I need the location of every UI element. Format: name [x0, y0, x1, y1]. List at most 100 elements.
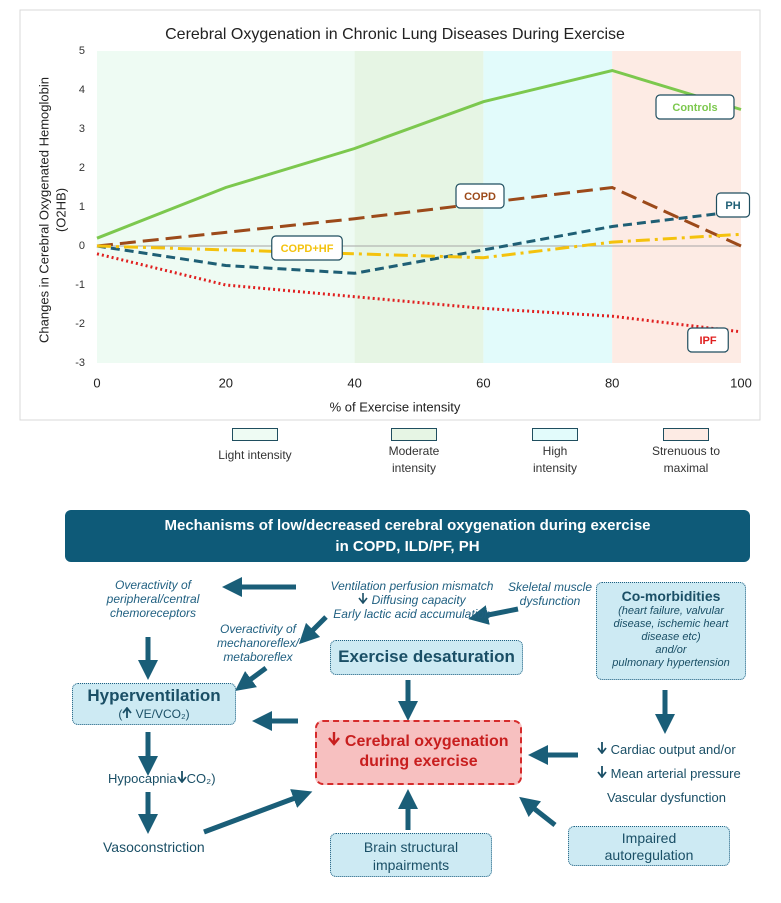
y-tick-label: 4 [79, 84, 85, 96]
text-line: Overactivity of [114, 578, 192, 592]
text-line: during exercise [359, 753, 478, 770]
band-label: High intensity [532, 444, 578, 475]
text-line: Overactivity of [219, 622, 297, 636]
hyperventilation: Hyperventilation ( VE/VCO₂) [72, 683, 236, 725]
y-axis-title: Changes in Cerebral Oxygenated Hemoglobi… [36, 77, 51, 343]
band-label: Strenuous to maximal [651, 444, 721, 475]
band-label: Moderate intensity [388, 444, 440, 475]
text-line: pulmonary hypertension [612, 657, 730, 669]
arrows [138, 577, 675, 835]
y-axis-title: (O2HB) [53, 188, 68, 232]
text-line: peripheral/central [106, 592, 200, 606]
text: Hypocapnia [108, 771, 177, 786]
node-title: Hyperventilation [87, 686, 221, 705]
text-line: impairments [372, 857, 450, 873]
autoregulation: Impaired autoregulation [568, 826, 730, 866]
down-icon [176, 771, 187, 784]
series-line [96, 68, 742, 240]
series-label-box [715, 192, 751, 218]
text: ( [118, 707, 123, 721]
text-line: mechanoreflex/ [216, 636, 300, 650]
y-tick-label: 1 [79, 201, 85, 213]
x-axis-title: % of Exercise intensity [330, 399, 461, 414]
series-line [96, 185, 742, 248]
chart-title: Cerebral Oxygenation in Chronic Lung Dis… [165, 26, 625, 43]
text-line: Skeletal muscle [507, 580, 593, 594]
series-label-box [655, 94, 735, 120]
text-line: (heart failure, valvular [618, 605, 724, 617]
band-swatch [532, 428, 578, 441]
down-icon [597, 766, 607, 779]
y-tick-label: -1 [75, 279, 85, 291]
text: Diffusing capacity [371, 593, 466, 607]
arrow [298, 615, 328, 645]
text: Cardiac output and/or [610, 742, 736, 757]
chart: Controls COPD PH COPD+HF IPF Cerebral Oxygen… [19, 9, 761, 421]
vasoconstriction: Vasoconstriction [103, 839, 205, 855]
series-label: COPD+HF [281, 243, 334, 255]
x-tick-label: 100 [730, 375, 752, 390]
band-swatch [232, 428, 278, 441]
x-tick-label: 20 [219, 375, 233, 390]
text-line: Impaired [621, 830, 677, 846]
y-tick-label: -2 [75, 318, 85, 330]
y-tick-label: 3 [79, 123, 85, 135]
title-line: Mechanisms of low/decreased cerebral oxy… [164, 517, 651, 534]
series-label: PH [725, 200, 740, 212]
text-line: Early lactic acid accumulation [333, 607, 491, 621]
series-label: IPF [699, 335, 716, 347]
cerebral-oxygenation: Cerebral oxygenation during exercise [315, 720, 522, 785]
hypocapnia: Hypocapnia CO₂) [108, 771, 216, 786]
text: Cerebral oxygenation [344, 733, 509, 750]
x-tick-label: 60 [476, 375, 490, 390]
series-label: Controls [672, 102, 717, 114]
band [97, 51, 355, 363]
x-tick-label: 40 [347, 375, 361, 390]
band-label: Light intensity [218, 448, 292, 462]
text-line: autoregulation [604, 847, 694, 863]
title-line: in COPD, ILD/PF, PH [335, 538, 480, 555]
down-icon [358, 593, 368, 605]
y-tick-label: 5 [79, 45, 85, 57]
y-tick-label: 0 [79, 240, 85, 252]
text-line: Diffusing capacity [322, 593, 502, 607]
comorbidities: Co-morbidities (heart failure, valvular … [596, 582, 746, 680]
cardiac: Cardiac output and/or Mean arterial pres… [597, 738, 741, 810]
series-label-box [271, 235, 343, 261]
series-label-box [687, 327, 729, 353]
x-tick-label: 0 [93, 375, 100, 390]
text-line: Brain structural [363, 839, 459, 855]
diagram-title: Mechanisms of low/decreased cerebral oxy… [65, 510, 750, 562]
series-label-box [455, 183, 505, 209]
text-line: metaboreflex [223, 650, 293, 664]
ventilation: Ventilation perfusion mismatch Diffusing… [322, 579, 502, 621]
text: Mean arterial pressure [610, 766, 741, 781]
arrow [519, 796, 557, 827]
y-tick-label: -3 [75, 357, 85, 369]
up-icon [122, 706, 133, 718]
text-line: chemoreceptors [109, 606, 197, 620]
skeletal-muscle: Skeletal muscle dysfunction [500, 580, 600, 608]
text-line: and/or [655, 644, 687, 656]
band-swatch [663, 428, 709, 441]
down-icon [597, 742, 607, 755]
series-line [96, 252, 742, 334]
arrow [234, 665, 268, 691]
band-swatch [391, 428, 437, 441]
text-line: dysfunction [519, 594, 581, 608]
text: VE/VCO₂) [135, 707, 190, 721]
x-tick-label: 80 [605, 375, 619, 390]
series-label: COPD [464, 191, 496, 203]
arrow [203, 789, 313, 835]
y-tick-label: 2 [79, 162, 85, 174]
desaturation: Exercise desaturation [330, 640, 523, 675]
arrow [468, 605, 519, 625]
text-line: disease etc) [641, 631, 701, 643]
brain: Brain structural impairments [330, 833, 492, 877]
text-line: Ventilation perfusion mismatch [330, 579, 494, 593]
down-icon [328, 732, 341, 746]
text: CO₂) [186, 771, 216, 786]
chemoreceptors: Overactivity of peripheral/central chemo… [83, 578, 223, 620]
